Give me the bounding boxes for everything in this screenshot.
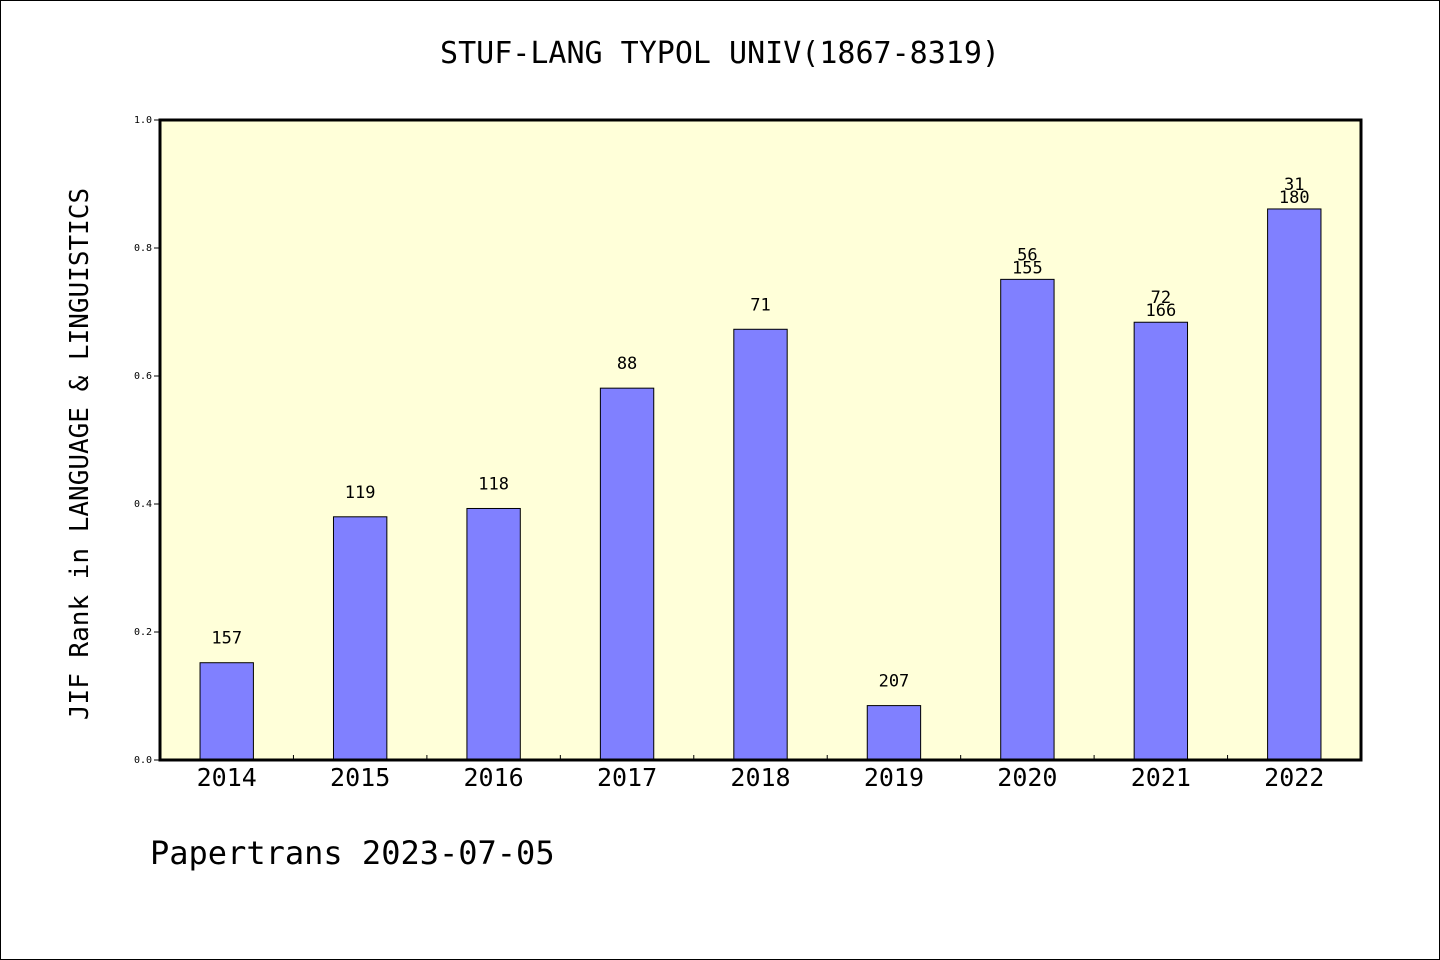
y-tick-label-0.8: 0.8 [134, 243, 152, 254]
y-tick-label-1.0: 1.0 [134, 115, 152, 126]
bar-2021 [1133, 321, 1189, 761]
bar-label-2020-1: 56 [1017, 245, 1037, 265]
bar-2019 [866, 705, 922, 761]
bar-2016 [466, 507, 521, 761]
x-tick-label-2014: 2014 [197, 763, 257, 792]
footer-text: Papertrans 2023-07-05 [150, 834, 555, 872]
x-tick-label-2017: 2017 [597, 763, 657, 792]
bar-label-2021-1: 72 [1151, 288, 1171, 308]
bar-label-2016: 118 [478, 474, 509, 494]
x-axis-ticks: 2014 2015 2016 2017 2018 2019 2020 2021 2022 [197, 755, 1324, 792]
bar-2020 [1000, 278, 1055, 761]
bar-label-2019: 207 [879, 672, 910, 692]
bar-label-2014: 157 [211, 629, 242, 649]
bar-2015 [332, 516, 388, 761]
y-tick-label-0.6: 0.6 [134, 371, 152, 382]
bar-label-2018: 71 [750, 295, 770, 315]
x-tick-label-2019: 2019 [864, 763, 924, 792]
bars-layer [199, 208, 1322, 761]
x-tick-label-2016: 2016 [464, 763, 524, 792]
bar-2022 [1267, 208, 1322, 761]
plot-border [158, 118, 1363, 762]
bar-2014 [199, 662, 254, 761]
bar-label-2020-2: 155 [1012, 258, 1043, 278]
y-tick-label-0.0: 0.0 [134, 755, 152, 766]
bar-label-2021-2: 166 [1145, 301, 1176, 321]
x-tick-label-2018: 2018 [730, 763, 790, 792]
bar-2017 [599, 387, 655, 761]
y-tick-label-0.2: 0.2 [134, 627, 152, 638]
bar-label-2015: 119 [345, 483, 376, 503]
y-tick-label-0.4: 0.4 [134, 499, 152, 510]
bar-label-2022-2: 180 [1279, 188, 1310, 208]
bar-label-2017: 88 [617, 354, 637, 374]
bar-label-2022-1: 31 [1284, 175, 1304, 195]
x-tick-label-2021: 2021 [1131, 763, 1191, 792]
x-tick-label-2020: 2020 [997, 763, 1057, 792]
x-tick-label-2022: 2022 [1264, 763, 1324, 792]
x-tick-label-2015: 2015 [330, 763, 390, 792]
y-axis-ticks: 0.0 0.2 0.4 0.6 0.8 1.0 [134, 115, 160, 766]
chart-title: STUF-LANG TYPOL UNIV(1867-8319) [440, 36, 1000, 71]
bar-2018 [733, 328, 788, 761]
